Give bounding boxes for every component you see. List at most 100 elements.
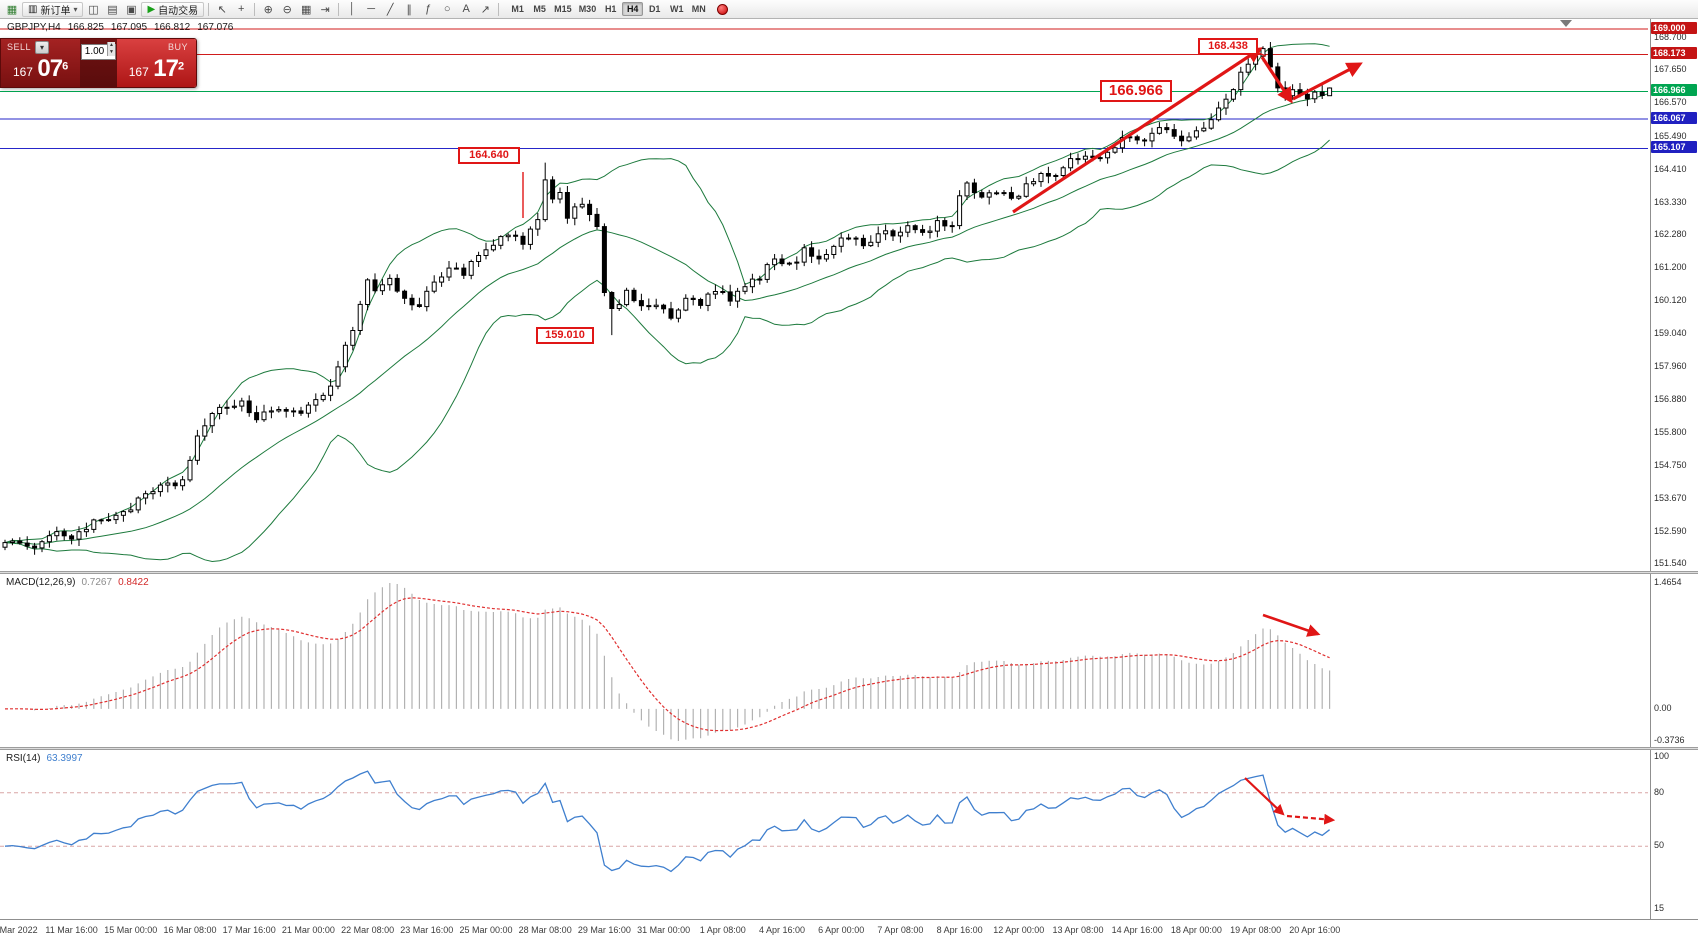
sell-label: SELL <box>7 42 32 52</box>
timeframe-m1[interactable]: M1 <box>511 4 524 14</box>
zoom-out-icon[interactable]: ⊖ <box>282 3 292 16</box>
macd-signal-line <box>4 597 1330 732</box>
timeframe-d1[interactable]: D1 <box>648 4 661 14</box>
price-scale-label: 155.800 <box>1654 427 1687 438</box>
toolbar-separator <box>498 2 500 16</box>
price-annotation-label[interactable]: 168.438 <box>1198 38 1258 55</box>
chart-shift-marker[interactable] <box>1560 20 1572 27</box>
price-scale-label: 163.330 <box>1654 196 1687 207</box>
time-axis-label: 1 Apr 08:00 <box>699 925 746 935</box>
one-click-trading-panel: SELL ▾ 167 076 ▲▼ BUY 167 172 <box>0 38 197 88</box>
price-annotation-label[interactable]: 159.010 <box>536 327 594 344</box>
macd-rsi-splitter[interactable] <box>0 747 1698 750</box>
price-scale-label: 162.280 <box>1654 228 1687 239</box>
sell-price-prefix: 167 <box>12 65 33 79</box>
bollinger-upper-band[interactable] <box>4 43 1330 544</box>
time-axis-label: 28 Mar 08:00 <box>518 925 572 935</box>
bollinger-lower-band[interactable] <box>4 139 1330 563</box>
new-chart-icon[interactable]: ▦ <box>6 3 18 16</box>
horizontal-level-lines[interactable] <box>0 28 1648 149</box>
sell-button[interactable]: SELL ▾ 167 076 <box>1 39 81 87</box>
price-scale-label: 168.700 <box>1654 32 1687 43</box>
price-scale-label: 166.570 <box>1654 97 1687 108</box>
time-axis-label: 25 Mar 00:00 <box>459 925 513 935</box>
record-status-icon <box>717 3 729 15</box>
time-axis-label: 31 Mar 00:00 <box>637 925 691 935</box>
volume-section: ▲▼ <box>80 39 117 87</box>
tile-windows-icon[interactable]: ▦ <box>300 3 312 16</box>
price-scale-label: 159.040 <box>1654 328 1687 339</box>
cursor-icon[interactable]: ↖ <box>217 3 227 16</box>
crosshair-icon[interactable]: + <box>237 3 245 15</box>
chart-shift-icon[interactable]: ⇥ <box>320 3 330 16</box>
horizontal-line-icon[interactable]: ─ <box>367 3 376 15</box>
price-scale-label: 167.650 <box>1654 64 1687 75</box>
shapes-icon[interactable]: ○ <box>443 3 451 15</box>
annotation-arrows[interactable] <box>522 47 1363 825</box>
timeframe-h1[interactable]: H1 <box>604 4 617 14</box>
price-annotation-label[interactable]: 164.640 <box>458 147 520 164</box>
volume-stepper[interactable]: ▲ ▼ <box>107 42 115 56</box>
time-axis-label: 11 Mar 16:00 <box>45 925 98 935</box>
time-axis-label: 15 Mar 00:00 <box>104 925 158 935</box>
price-scale-label: 152.590 <box>1654 525 1687 536</box>
time-axis-label: 12 Apr 00:00 <box>993 925 1045 935</box>
symbol-header: GBPJPY,H4 166.825 167.095 166.812 167.07… <box>7 22 233 33</box>
timeframe-mn[interactable]: MN <box>691 4 706 14</box>
time-axis-label: 18 Apr 00:00 <box>1170 925 1222 935</box>
ohlc-close: 167.076 <box>197 22 234 33</box>
timeframe-h4[interactable]: H4 <box>622 2 644 16</box>
sell-price-big: 07 <box>37 55 63 82</box>
bollinger-middle-band[interactable] <box>4 92 1330 545</box>
vertical-line-icon[interactable]: │ <box>348 3 356 15</box>
fibonacci-icon[interactable]: ƒ <box>425 3 432 15</box>
macd-scale-label: -0.3736 <box>1654 735 1685 745</box>
price-scale-label-highlight: 168.173 <box>1651 47 1697 60</box>
time-axis-label: 16 Mar 08:00 <box>163 925 217 935</box>
buy-button[interactable]: BUY 167 172 <box>116 39 196 87</box>
timeframe-w1[interactable]: W1 <box>669 4 684 14</box>
scale-border <box>1650 19 1651 920</box>
terminal-icon[interactable]: ▣ <box>126 3 137 16</box>
price-scale-label: 153.670 <box>1654 492 1687 503</box>
time-axis-label: 8 Apr 16:00 <box>936 925 983 935</box>
time-axis-label: 22 Mar 08:00 <box>341 925 395 935</box>
macd-scale-label: 0.00 <box>1654 702 1672 713</box>
time-axis-label: 14 Apr 16:00 <box>1111 925 1163 935</box>
order-type-dropdown[interactable]: ▾ <box>35 41 49 54</box>
price-scale-label: 157.960 <box>1654 361 1687 372</box>
price-annotation-label[interactable]: 166.966 <box>1100 80 1172 102</box>
time-axis-label: 19 Apr 08:00 <box>1230 925 1282 935</box>
rsi-indicator-label: RSI(14) 63.3997 <box>6 753 83 764</box>
zoom-in-icon[interactable]: ⊕ <box>263 3 273 16</box>
rsi-scale-label: 50 <box>1654 840 1665 851</box>
time-axis-border <box>0 919 1698 920</box>
buy-price-big: 17 <box>153 55 179 82</box>
price-scale-label-highlight: 166.966 <box>1651 84 1697 97</box>
macd-signal-value: 0.8422 <box>118 577 149 588</box>
channel-icon[interactable]: ∥ <box>406 3 412 16</box>
text-icon[interactable]: A <box>462 3 470 15</box>
time-axis-label: 6 Apr 00:00 <box>818 925 865 935</box>
timeframe-m15[interactable]: M15 <box>554 4 572 14</box>
rsi-scale-label: 80 <box>1654 786 1665 797</box>
price-scale-label: 160.120 <box>1654 295 1687 306</box>
arrow-object-icon[interactable]: ↗ <box>480 3 490 16</box>
time-axis-label: 23 Mar 16:00 <box>400 925 454 935</box>
trendline-icon[interactable]: ╱ <box>386 3 394 16</box>
price-scale-label: 164.410 <box>1654 163 1687 174</box>
price-scale-label-highlight: 169.000 <box>1651 22 1697 34</box>
symbol-name: GBPJPY,H4 <box>7 22 61 33</box>
macd-name: MACD(12,26,9) <box>6 577 76 588</box>
profiles-icon[interactable]: ▤ <box>107 3 118 16</box>
chart-window-icon[interactable]: ◫ <box>88 3 99 16</box>
timeframe-m5[interactable]: M5 <box>533 4 546 14</box>
main-macd-splitter[interactable] <box>0 571 1698 574</box>
macd-histogram <box>11 583 1331 741</box>
timeframe-m30[interactable]: M30 <box>578 4 597 14</box>
autotrading-button[interactable]: ▶ 自动交易 <box>141 1 205 17</box>
new-order-button[interactable]: ▥ 新订单 ▾ <box>22 1 84 17</box>
time-axis-label: 10 Mar 2022 <box>0 925 38 935</box>
